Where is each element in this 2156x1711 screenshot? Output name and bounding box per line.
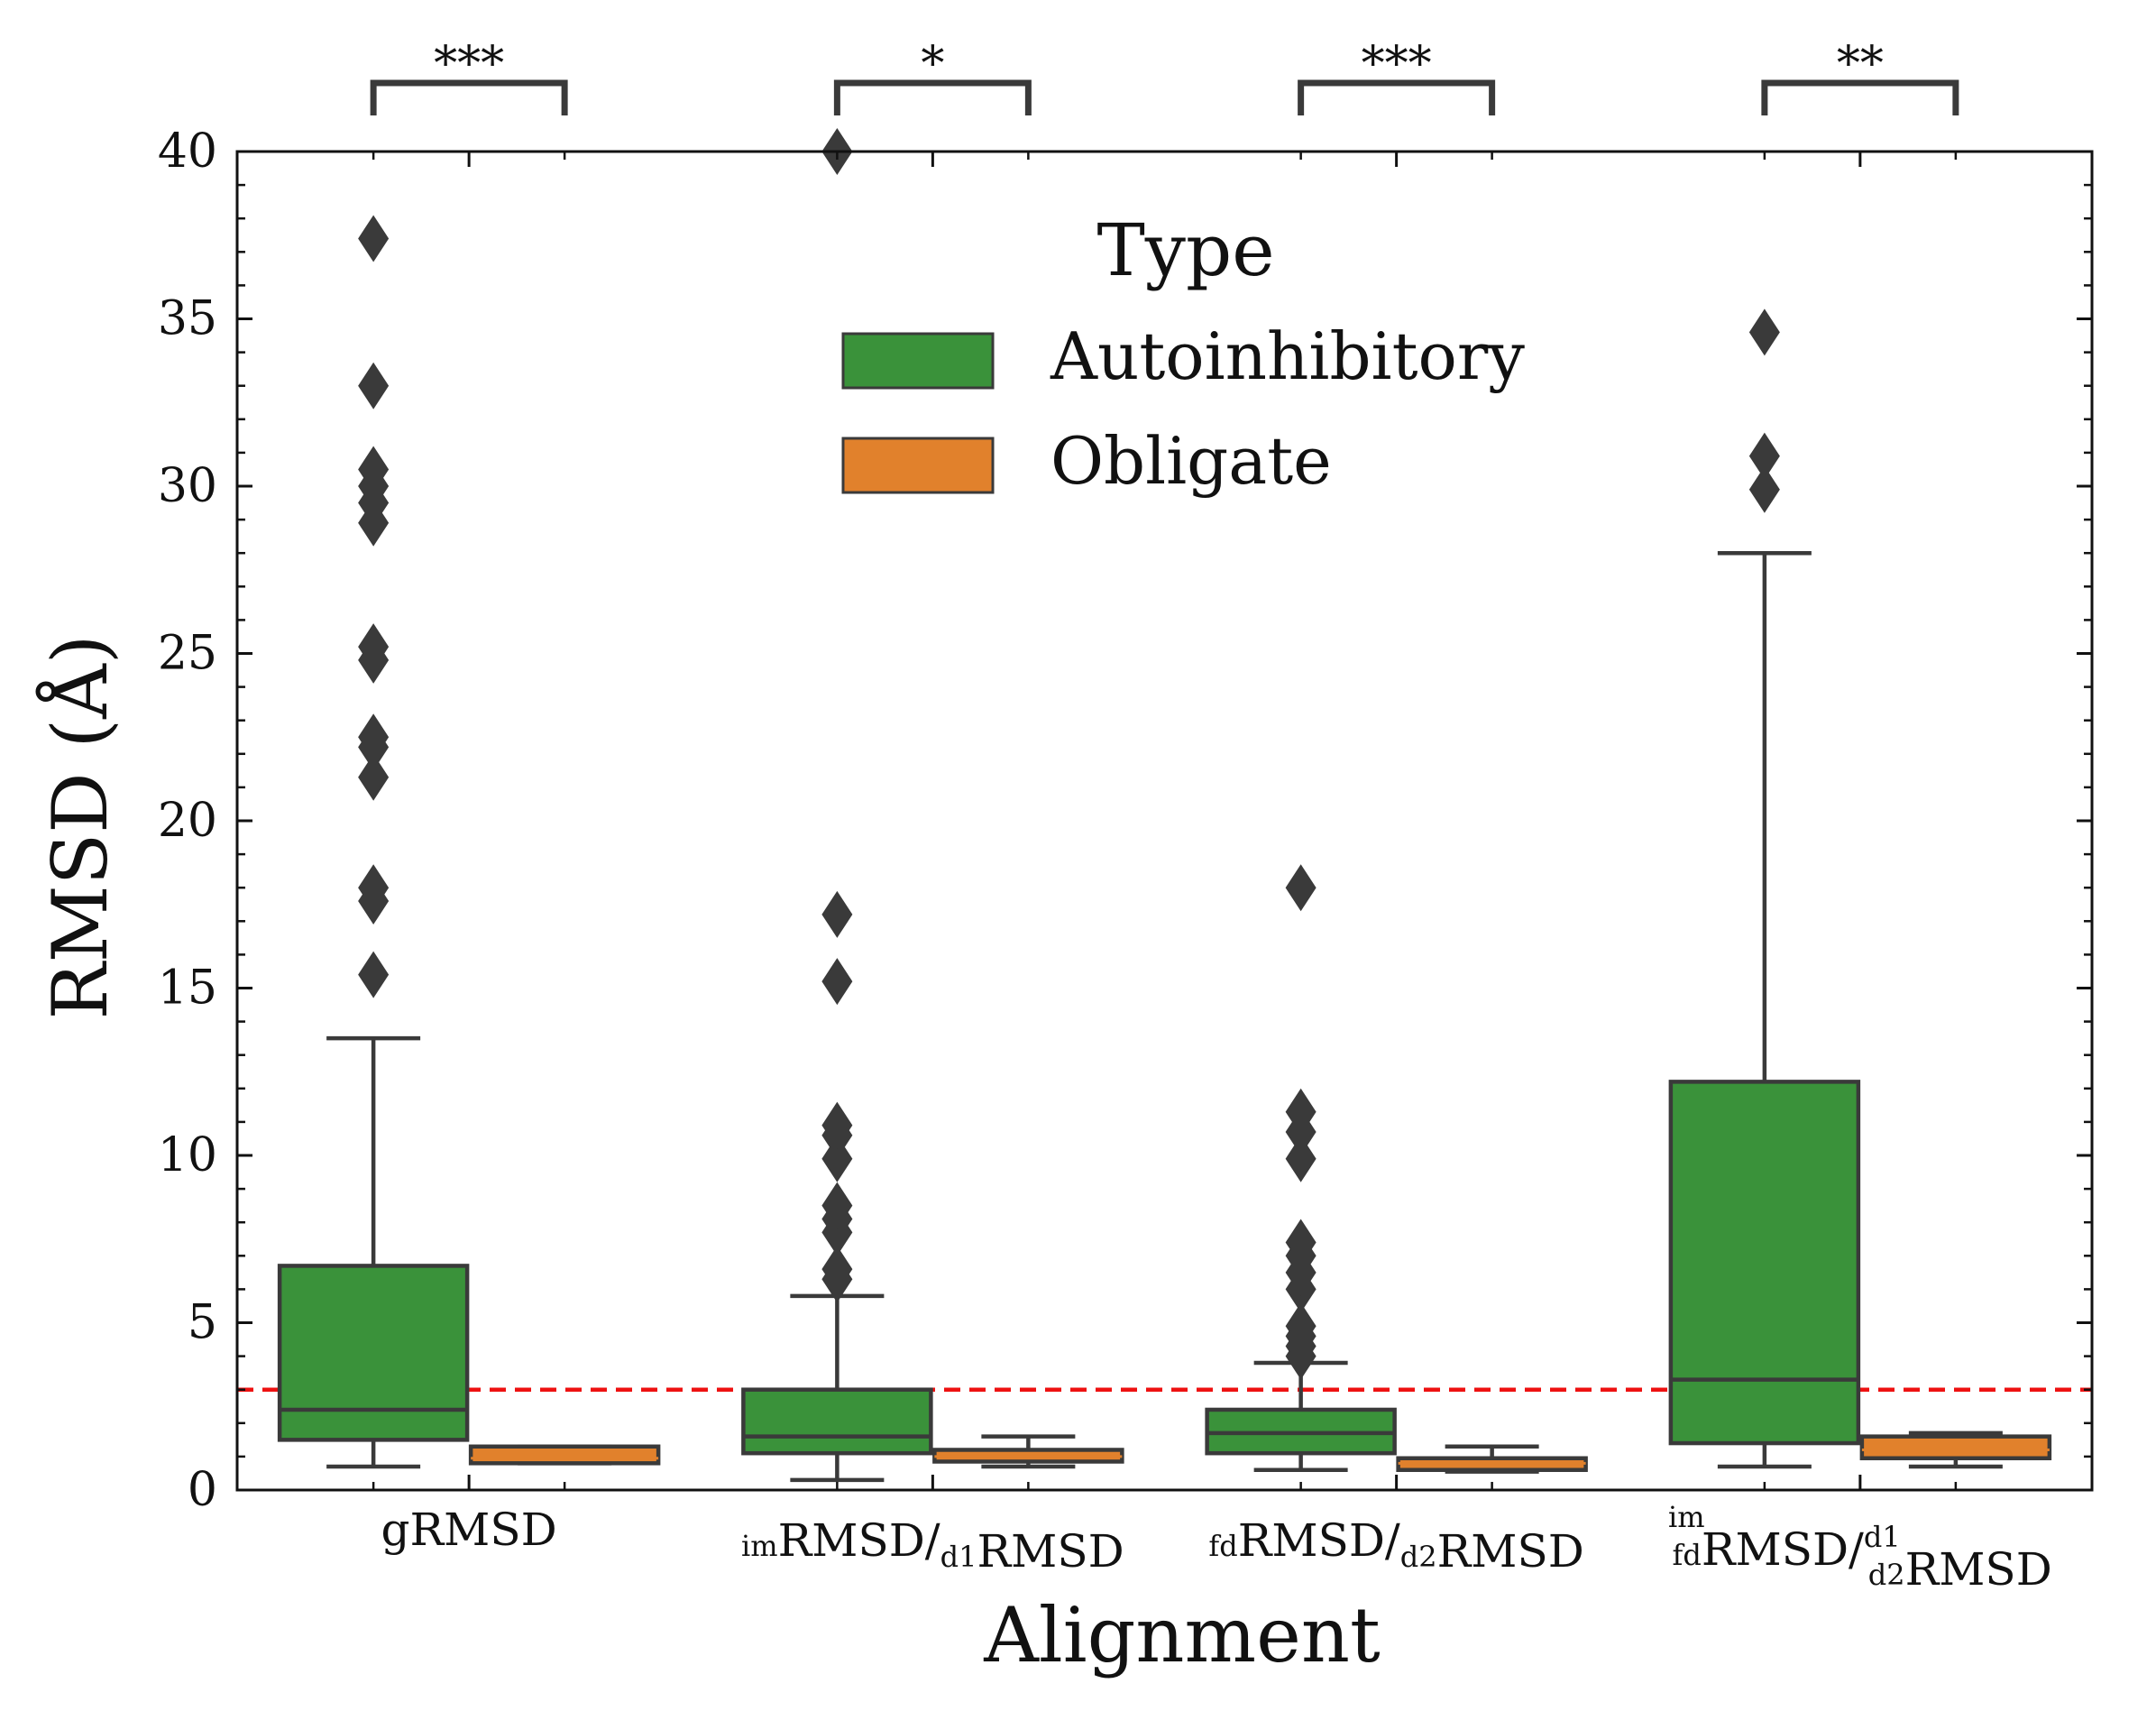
y-axis-label: RMSD (Å) [35,634,124,1019]
legend-label-autoinhibitory: Autoinhibitory [1050,318,1525,394]
box-obligate-3 [1859,1430,2052,1469]
legend-swatch-autoinhibitory [841,332,995,390]
outlier-point [821,890,853,938]
outlier-point [821,1246,853,1293]
outlier-point [358,215,390,262]
box-autoinhibitory-0 [277,215,470,1469]
significance-label: *** [434,37,504,91]
x-tick-label-g: gRMSD [381,1504,557,1556]
y-tick-label: 30 [158,459,217,513]
box-autoinhibitory-3 [1668,308,1861,1469]
box-autoinhibitory-2 [1205,864,1397,1472]
outlier-point [358,623,390,671]
box-body [1668,1080,1861,1446]
box-obligate-2 [1396,1444,1588,1474]
x-tick-label-imd1: imRMSD/d1RMSD [741,1514,1124,1578]
outlier-point [1748,465,1780,513]
significance-layer: *** * *** ** [370,37,1959,115]
legend-swatch-obligate [841,437,995,494]
x-tick-label-fdd2: fdRMSD/d2RMSD [1208,1514,1583,1578]
outlier-point [358,446,390,493]
outlier-point [1748,432,1780,480]
box-body [741,1387,933,1456]
y-tick-label: 35 [158,292,217,346]
y-tick-label: 10 [158,1128,217,1182]
outlier-point [1285,1135,1317,1182]
box-obligate-1 [932,1434,1124,1469]
legend-label-obligate: Obligate [1050,423,1332,499]
box-body [468,1444,661,1466]
box-body [1859,1434,2052,1461]
outlier-point [1285,1302,1317,1350]
outlier-point [1748,308,1780,356]
significance-bracket [1761,79,1959,115]
y-tick-label: 25 [158,627,217,681]
axes-layer: 0 5 10 15 20 25 30 35 40 gRMSD imRMSD/d1RMSD fdRMSD… [158,124,2094,1596]
significance-label: * [921,37,944,91]
x-axis-label: Alignment [983,1591,1381,1679]
outlier-point [358,864,390,912]
significance-bracket [370,79,568,115]
outlier-point [358,951,390,998]
significance-bracket [1298,79,1496,115]
outlier-point [821,958,853,1006]
x-tick-label-both: im fdRMSD/d1 d2RMSD [1668,1500,2052,1596]
legend-title: Type [1096,208,1274,292]
y-tick-label: 5 [188,1296,217,1350]
significance-label: *** [1362,37,1432,91]
significance-label: ** [1837,37,1884,91]
outlier-point [358,713,390,761]
box-layer [277,128,2052,1483]
y-tick-label: 40 [158,124,217,179]
box-autoinhibitory-1 [741,128,933,1483]
y-tick-label: 0 [188,1463,217,1517]
outlier-point [358,753,390,801]
outlier-point [1285,1088,1317,1136]
significance-bracket [833,79,1032,115]
outlier-point [821,1101,853,1149]
y-tick-label: 15 [158,961,217,1016]
box-body [277,1264,470,1442]
box-obligate-0 [468,1444,661,1466]
outlier-point [1285,1219,1317,1266]
outlier-point [358,362,390,409]
legend: Type Autoinhibitory Obligate [841,208,1525,499]
outlier-point [1285,864,1317,912]
outlier-point [821,1182,853,1229]
y-tick-label: 20 [158,794,217,848]
